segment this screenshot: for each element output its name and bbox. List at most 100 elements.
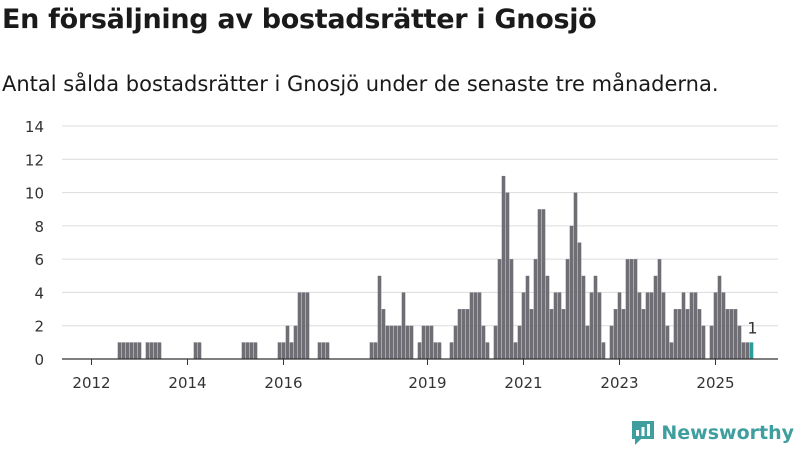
bar	[565, 259, 570, 359]
bar	[137, 342, 142, 359]
bar	[721, 292, 726, 359]
last-value-label: 1	[747, 318, 757, 337]
x-tick-label: 2014	[168, 374, 206, 392]
bar	[505, 192, 510, 359]
bar	[493, 325, 498, 359]
bar	[133, 342, 138, 359]
bar	[473, 292, 478, 359]
bar	[641, 309, 646, 359]
bar	[593, 275, 598, 359]
bar	[325, 342, 330, 359]
bar	[665, 325, 670, 359]
bar	[509, 259, 514, 359]
brand-logo: Newsworthy	[631, 420, 794, 446]
bar	[433, 342, 438, 359]
bar	[525, 275, 530, 359]
bar	[401, 292, 406, 359]
bar	[321, 342, 326, 359]
bar	[725, 309, 730, 359]
bar	[477, 292, 482, 359]
bar	[689, 292, 694, 359]
bar	[553, 292, 558, 359]
chart-title: En försäljning av bostadsrätter i Gnosjö	[2, 4, 597, 35]
bar	[301, 292, 306, 359]
bar	[245, 342, 250, 359]
bar	[429, 325, 434, 359]
bar	[585, 325, 590, 359]
bar	[749, 342, 754, 359]
bar	[609, 325, 614, 359]
bar	[145, 342, 150, 359]
bar	[121, 342, 126, 359]
bar	[305, 292, 310, 359]
bar	[385, 325, 390, 359]
y-axis-ticks: 0 2 4 6 8 10 12 14	[25, 118, 44, 369]
bar	[449, 342, 454, 359]
bar	[393, 325, 398, 359]
bar	[637, 292, 642, 359]
bar	[621, 309, 626, 359]
bar	[657, 259, 662, 359]
bar	[485, 342, 490, 359]
bar	[629, 259, 634, 359]
x-tick-label: 2016	[264, 374, 302, 392]
gridlines	[62, 125, 778, 327]
bar	[497, 259, 502, 359]
bar	[277, 342, 282, 359]
bars	[62, 175, 778, 360]
bar	[149, 342, 154, 359]
bar	[613, 309, 618, 359]
bar	[549, 309, 554, 359]
bar	[693, 292, 698, 359]
bar	[417, 342, 422, 359]
bar	[653, 275, 658, 359]
x-tick-label: 2012	[72, 374, 110, 392]
bar	[457, 309, 462, 359]
bar	[537, 209, 542, 359]
x-tick-label: 2025	[696, 374, 734, 392]
y-tick-label: 0	[34, 351, 44, 369]
y-tick-label: 14	[25, 118, 44, 136]
x-tick-label: 2021	[504, 374, 542, 392]
bar	[501, 175, 506, 359]
bar	[701, 325, 706, 359]
bar	[569, 225, 574, 359]
bar	[297, 292, 302, 359]
bar	[681, 292, 686, 359]
bar	[713, 292, 718, 359]
bar	[745, 342, 750, 359]
bar	[677, 309, 682, 359]
bar	[369, 342, 374, 359]
bar	[461, 309, 466, 359]
bar	[669, 342, 674, 359]
bar	[285, 325, 290, 359]
bar	[729, 309, 734, 359]
bar	[633, 259, 638, 359]
bar	[625, 259, 630, 359]
bar	[389, 325, 394, 359]
bar	[281, 342, 286, 359]
y-tick-label: 6	[34, 251, 44, 269]
bar	[709, 325, 714, 359]
bar	[557, 292, 562, 359]
bar	[645, 292, 650, 359]
chart-subtitle: Antal sålda bostadsrätter i Gnosjö under…	[2, 72, 719, 96]
bar	[577, 242, 582, 359]
bar	[513, 342, 518, 359]
bar	[589, 292, 594, 359]
bar	[125, 342, 130, 359]
bar	[573, 192, 578, 359]
bar	[541, 209, 546, 359]
bar	[397, 325, 402, 359]
bar	[465, 309, 470, 359]
bar	[157, 342, 162, 359]
bar	[253, 342, 258, 359]
bar	[437, 342, 442, 359]
bar	[529, 309, 534, 359]
bar	[661, 292, 666, 359]
bar	[197, 342, 202, 359]
y-tick-label: 4	[34, 284, 44, 302]
bar	[409, 325, 414, 359]
bar	[289, 342, 294, 359]
